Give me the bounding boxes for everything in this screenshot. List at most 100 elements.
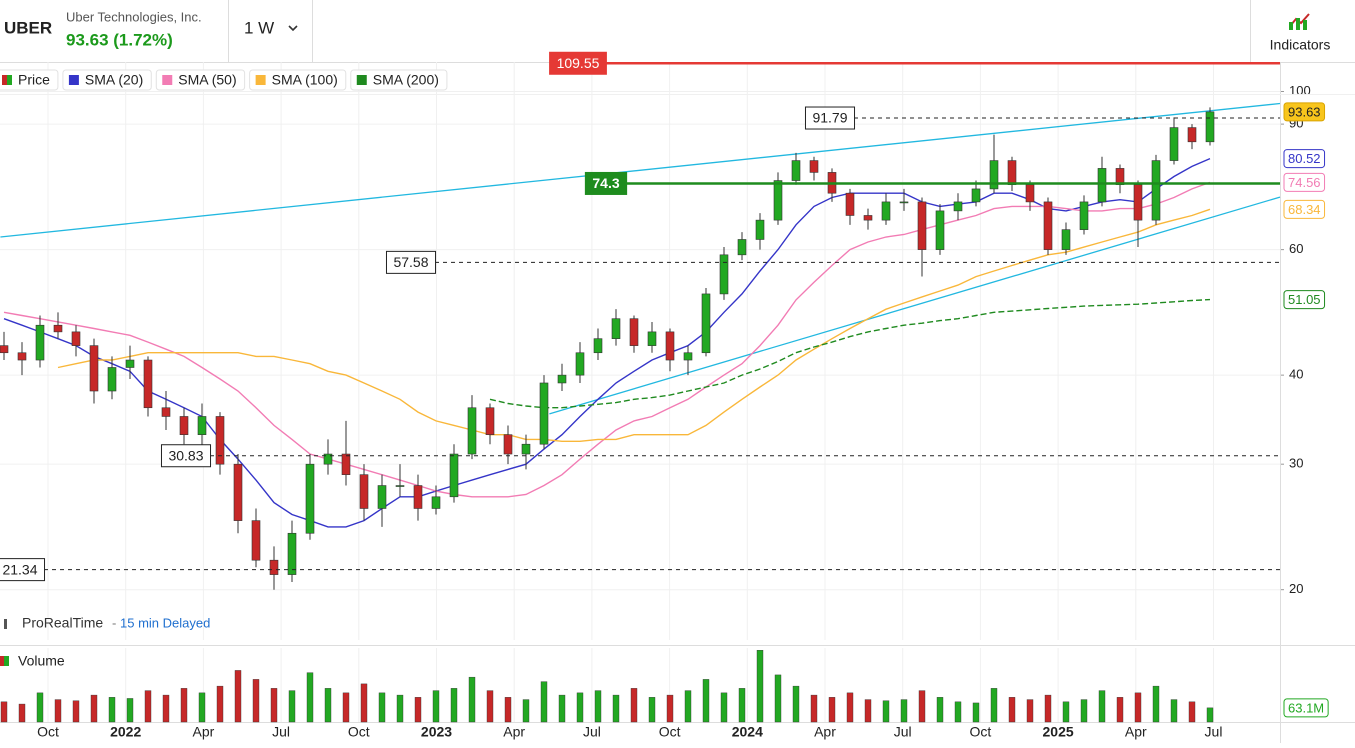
interval[interactable]: 1 W <box>244 18 274 37</box>
volume-bar <box>1008 697 1016 723</box>
value-label-box <box>1283 102 1326 122</box>
candle-body <box>1061 229 1071 250</box>
legend-item <box>350 69 448 91</box>
volume-bar <box>162 694 170 723</box>
sma-line <box>489 298 1211 409</box>
volume-bar <box>594 690 602 723</box>
volume-bar <box>54 699 62 723</box>
candle-body <box>17 352 27 361</box>
candle-body <box>467 407 477 455</box>
volume-bar <box>1152 685 1160 723</box>
indicators-icon[interactable] <box>1289 13 1310 30</box>
candle-body <box>107 367 117 392</box>
volume-label: 63.1M <box>1288 700 1324 715</box>
volume-bar <box>36 692 44 723</box>
volume-bar <box>360 683 368 723</box>
candle-body <box>1115 168 1125 186</box>
value-label-box <box>1283 199 1326 219</box>
volume-bar <box>558 694 566 723</box>
candle-body <box>377 485 387 509</box>
volume-bar <box>90 694 98 723</box>
legend-swatch <box>4 656 9 666</box>
candle-body <box>953 201 963 212</box>
x-tick-label: Apr <box>193 724 215 740</box>
level-label: 57.58 <box>393 254 428 270</box>
x-tick-label: Apr <box>1125 724 1147 740</box>
legend-label: Price <box>18 72 50 88</box>
y-tick-label: 100 <box>1289 83 1311 98</box>
y-tick-label: 60 <box>1289 241 1303 256</box>
volume-bar <box>540 681 548 723</box>
candle-body <box>1133 184 1143 221</box>
candle-body <box>0 345 9 354</box>
candle-body <box>755 219 765 240</box>
candle-body <box>863 215 873 221</box>
candle-body <box>881 201 891 221</box>
level-label: 30.83 <box>168 447 203 463</box>
indicators-button[interactable]: Indicators <box>1270 37 1331 53</box>
candle-body <box>71 331 81 346</box>
legend-swatch <box>7 75 12 85</box>
candle-body <box>629 318 639 346</box>
value-label: 51.05 <box>1288 292 1321 307</box>
volume-bar <box>252 679 260 723</box>
volume-bar <box>684 690 692 723</box>
candle-body <box>1079 201 1089 230</box>
value-label: 68.34 <box>1288 202 1321 217</box>
candle-body <box>197 416 207 435</box>
volume-bar <box>108 697 116 723</box>
volume-bar <box>414 697 422 723</box>
volume-bar <box>324 688 332 723</box>
y-tick-label: 20 <box>1289 581 1303 596</box>
candle-body <box>125 359 135 368</box>
volume-bar <box>522 699 530 723</box>
value-label: 80.52 <box>1288 151 1321 166</box>
level-label: 74.3 <box>592 175 619 191</box>
volume-bar <box>216 685 224 723</box>
sma-line <box>3 181 1211 498</box>
level-label-box <box>804 106 856 130</box>
value-label: 93.63 <box>1288 104 1321 119</box>
volume-bar <box>72 700 80 723</box>
x-tick-label: Jul <box>272 724 290 740</box>
candle-body <box>611 318 621 339</box>
volume-bar <box>270 688 278 723</box>
candle-body <box>341 453 351 475</box>
candle-body <box>1097 168 1107 203</box>
volume-bar <box>1098 690 1106 723</box>
level-label-box <box>584 171 628 195</box>
candle-body <box>593 338 603 354</box>
volume-bar <box>450 688 458 723</box>
dropdown-icon[interactable] <box>288 25 298 32</box>
volume-bar <box>1170 699 1178 723</box>
trendline <box>0 102 1281 238</box>
candle-body <box>935 210 945 250</box>
candle-body <box>215 416 225 465</box>
level-label: 109.55 <box>557 55 600 71</box>
dash: - <box>112 615 116 630</box>
candle-body <box>575 352 585 376</box>
candle-body <box>539 382 549 445</box>
volume-bar <box>972 702 980 723</box>
volume-label-box <box>1283 698 1329 718</box>
volume-bar <box>0 701 8 723</box>
candle-body <box>359 474 369 509</box>
volume-bar <box>936 697 944 723</box>
volume-bar <box>756 650 764 723</box>
legend-swatch <box>356 75 367 85</box>
volume-bar <box>504 697 512 723</box>
candle-body <box>179 416 189 435</box>
x-tick-label: 2024 <box>732 724 763 740</box>
candle-body <box>89 345 99 392</box>
volume-bar <box>720 692 728 723</box>
volume-bar <box>828 697 836 723</box>
volume-bar <box>18 703 26 723</box>
volume-bar <box>1116 697 1124 723</box>
volume-bar <box>1062 701 1070 723</box>
volume-bar <box>864 699 872 723</box>
candle-body <box>305 463 315 534</box>
volume-bar <box>486 690 494 723</box>
candle-body <box>1205 111 1215 143</box>
volume-bar <box>396 694 404 723</box>
